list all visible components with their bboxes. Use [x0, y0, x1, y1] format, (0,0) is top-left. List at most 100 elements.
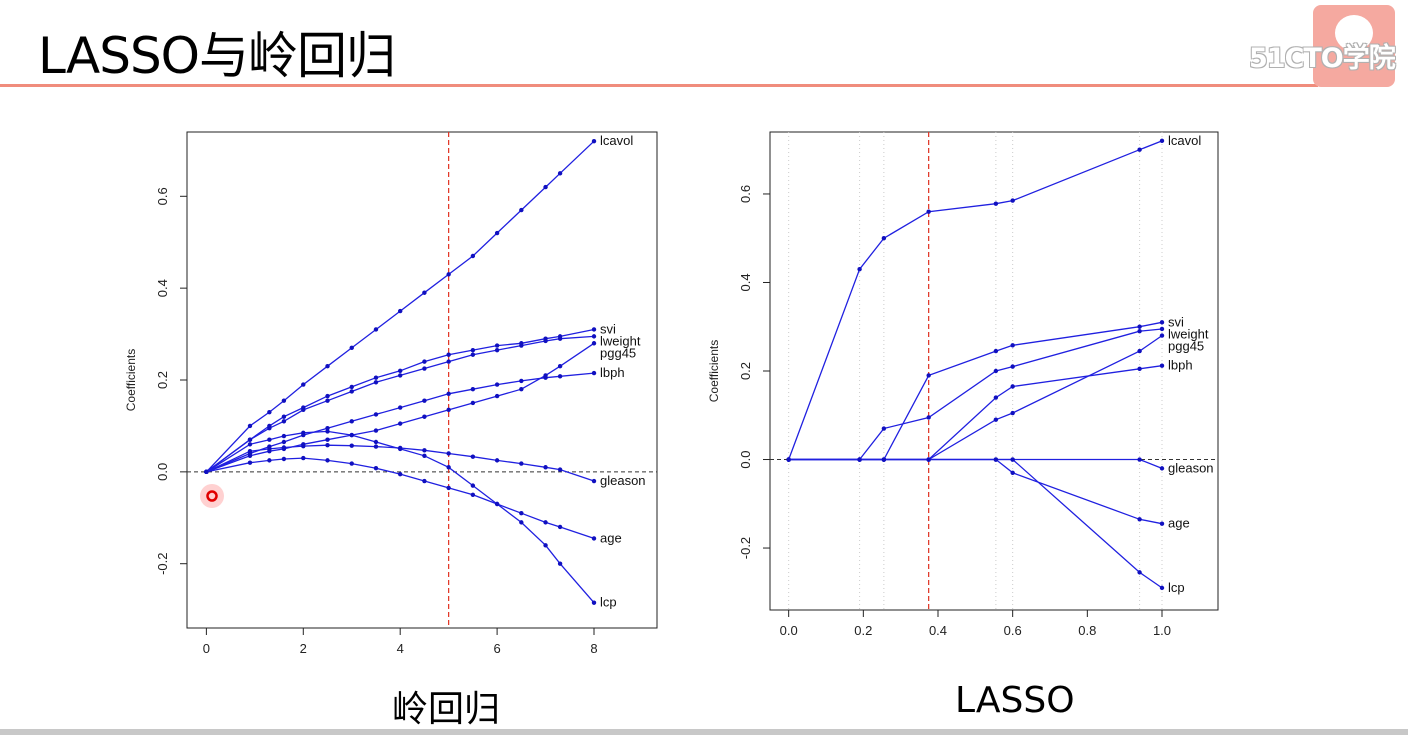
cursor-icon: [206, 490, 218, 502]
lasso-point-lweight-6: [1137, 328, 1142, 334]
ridge-point-pgg45-16: [591, 341, 597, 346]
lasso-series-label-lcavol: lcavol: [1168, 133, 1201, 148]
lasso-series-label-lweight: lweight: [1168, 326, 1209, 341]
lasso-point-lbph-7: [1159, 363, 1165, 368]
ridge-y-axis-title: Coefficients: [124, 349, 138, 411]
lasso-x-tick-label-1: 0.2: [854, 623, 872, 638]
ridge-series-line-lcp: [206, 430, 595, 604]
lasso-y-axis-title: Coefficients: [707, 340, 721, 402]
lasso-series-line-pgg45: [788, 335, 1163, 461]
ridge-point-lbph-16: [591, 370, 597, 376]
ridge-point-lweight-10: [446, 359, 451, 364]
ridge-point-lcp-10: [446, 465, 451, 470]
ridge-point-lweight-12: [494, 347, 500, 353]
lasso-x-tick-label-2: 0.4: [929, 623, 947, 638]
lasso-y-tick-label-0: -0.2: [738, 537, 753, 559]
ridge-point-gleason-7: [373, 444, 379, 449]
ridge-point-gleason-3: [281, 445, 287, 450]
ridge-point-lweight-1: [247, 437, 253, 442]
lasso-point-lcavol-5: [1010, 198, 1015, 203]
ridge-point-lcp-13: [519, 520, 524, 525]
ridge-point-age-8: [397, 471, 403, 477]
ridge-point-svi-5: [325, 393, 330, 399]
ridge-point-svi-11: [470, 347, 476, 353]
ridge-point-lweight-2: [267, 426, 272, 431]
lasso-point-lcp-2: [881, 457, 887, 462]
ridge-point-age-5: [325, 458, 330, 463]
ridge-point-lweight-11: [470, 352, 476, 357]
ridge-point-gleason-5: [325, 443, 330, 448]
ridge-point-age-9: [422, 478, 427, 484]
ridge-point-pgg45-13: [519, 386, 524, 392]
ridge-point-pgg45-15: [557, 364, 563, 369]
lasso-series-label-gleason: gleason: [1168, 460, 1214, 475]
ridge-point-lcavol-5: [325, 364, 330, 369]
ridge-point-pgg45-5: [325, 437, 330, 442]
lasso-point-svi-4: [993, 348, 999, 354]
ridge-series-label-lcp: lcp: [600, 595, 617, 610]
ridge-point-lcavol-1: [247, 423, 253, 429]
ridge-point-lweight-7: [373, 380, 379, 385]
ridge-point-lweight-9: [422, 366, 427, 371]
ridge-series-label-age: age: [600, 530, 622, 545]
ridge-point-pgg45-10: [446, 407, 451, 413]
ridge-point-age-3: [281, 456, 287, 462]
lasso-point-pgg45-5: [1010, 410, 1015, 416]
ridge-point-age-4: [301, 455, 306, 461]
lasso-point-gleason-6: [1137, 457, 1142, 462]
ridge-point-svi-8: [397, 368, 403, 374]
ridge-series-line-age: [206, 457, 595, 540]
ridge-point-lcp-4: [301, 430, 306, 436]
lasso-point-gleason-7: [1159, 466, 1165, 471]
logo-head-icon: [1335, 15, 1373, 51]
ridge-point-lbph-8: [397, 405, 403, 410]
ridge-y-tick-label-4: 0.6: [155, 187, 170, 205]
title-underline: [0, 84, 1318, 87]
ridge-point-age-6: [349, 461, 354, 466]
ridge-point-gleason-2: [267, 446, 272, 452]
ridge-plot: 0 2 4 6 8 -0.2 0.0 0.2 0.4 0.6 Coefficients lcavol s…: [124, 131, 658, 656]
ridge-point-lcavol-9: [422, 290, 427, 295]
ridge-point-lweight-6: [349, 389, 354, 394]
ridge-point-gleason-15: [557, 467, 563, 472]
ridge-point-lcp-15: [557, 561, 563, 566]
ridge-point-lbph-13: [519, 378, 524, 384]
ridge-series-label-lbph: lbph: [600, 365, 625, 380]
ridge-x-tick-label-2: 4: [397, 641, 404, 656]
lasso-series-line-lcavol: [788, 140, 1163, 460]
ridge-point-svi-16: [591, 327, 597, 332]
ridge-point-lcp-11: [470, 483, 476, 488]
lasso-point-lcp-0: [786, 457, 791, 462]
lasso-y-tick-label-1: 0.0: [738, 450, 753, 468]
lasso-point-svi-3: [926, 373, 931, 378]
lasso-point-lcavol-4: [993, 201, 999, 206]
ridge-point-age-13: [519, 510, 524, 516]
ridge-point-lbph-11: [470, 386, 476, 392]
ridge-point-pgg45-7: [373, 428, 379, 433]
lasso-y-tick-label-4: 0.6: [738, 185, 753, 203]
lasso-plot: 0.0 0.2 0.4 0.6 0.8 1.0 -0.2 0.0 0.2 0.4 0.6 Coeffi…: [707, 131, 1219, 638]
lasso-point-age-6: [1137, 517, 1142, 522]
cursor-halo-icon: [200, 484, 224, 508]
ridge-point-lweight-3: [281, 419, 287, 424]
lasso-point-age-7: [1159, 521, 1165, 526]
ridge-y-tick-label-0: -0.2: [155, 553, 170, 575]
ridge-point-lbph-15: [557, 374, 563, 379]
lasso-point-svi-5: [1010, 343, 1015, 348]
lasso-y-tick-label-3: 0.4: [738, 273, 753, 291]
ridge-y-tick-label-3: 0.4: [155, 279, 170, 297]
lasso-point-lbph-5: [1010, 384, 1015, 389]
ridge-point-pgg45-11: [470, 400, 476, 406]
ridge-point-lcp-8: [397, 446, 403, 452]
ridge-point-svi-12: [494, 343, 500, 348]
lasso-point-lcp-5: [1010, 457, 1015, 462]
ridge-point-lcavol-14: [543, 184, 548, 190]
slide-title: LASSO与岭回归: [38, 27, 396, 85]
ridge-series-label-lweight: lweight: [600, 333, 641, 348]
ridge-point-pgg45-9: [422, 414, 427, 419]
ridge-point-lcp-1: [247, 442, 253, 447]
ridge-point-lcp-5: [325, 429, 330, 434]
lasso-point-lcavol-2: [881, 236, 887, 241]
ridge-y-tick-label-1: 0.0: [155, 463, 170, 481]
